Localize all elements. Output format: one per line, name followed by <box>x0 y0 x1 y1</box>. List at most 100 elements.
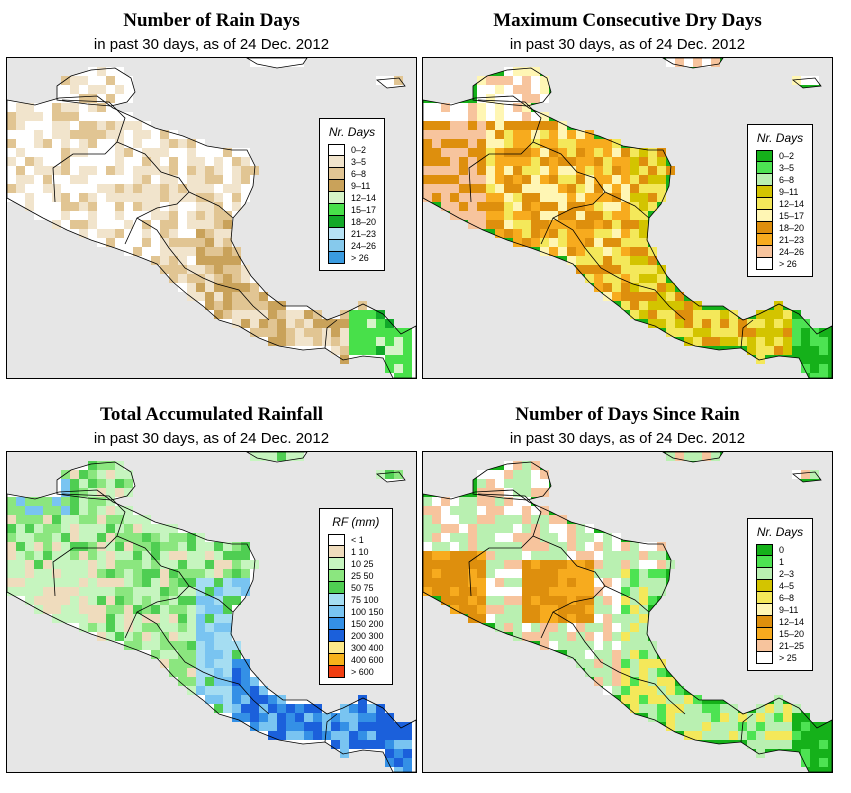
legend-label: < 1 <box>351 535 364 545</box>
legend-item: 15–17 <box>756 210 804 222</box>
legend-swatch <box>756 568 773 580</box>
legend-label: 21–25 <box>779 641 805 651</box>
legend-item: 75 100 <box>328 594 384 606</box>
legend-title: Nr. Days <box>328 125 376 139</box>
legend-item: 150 200 <box>328 618 384 630</box>
legend-swatch <box>756 258 773 270</box>
legend-label: 15–17 <box>779 211 805 221</box>
legend-label: 300 400 <box>351 643 384 653</box>
legend-label: > 25 <box>779 653 797 663</box>
country-border <box>324 713 338 743</box>
legend-label: 18–20 <box>351 217 377 227</box>
legend: Nr. Days 0 1 2–3 4–5 6–8 9–11 12–14 15–20 21–25 >… <box>747 518 814 671</box>
legend-label: 1 10 <box>351 547 369 557</box>
coastline <box>791 471 822 483</box>
legend-label: 12–14 <box>779 199 805 209</box>
legend-swatch <box>328 180 345 192</box>
legend-swatch <box>328 252 345 264</box>
legend-item: 12–14 <box>328 192 376 204</box>
legend-item: 2–3 <box>756 568 804 580</box>
legend-swatch <box>328 204 345 216</box>
legend-swatch <box>756 174 773 186</box>
legend-swatch <box>328 570 345 582</box>
legend-item: 21–25 <box>756 640 804 652</box>
legend-label: 24–26 <box>351 241 377 251</box>
grid-cells <box>7 452 412 772</box>
legend-swatch <box>328 594 345 606</box>
legend-label: 12–14 <box>779 617 805 627</box>
legend-item: > 26 <box>328 252 376 264</box>
panel-title: Maximum Consecutive Dry Days <box>493 10 762 31</box>
legend-item: 12–14 <box>756 198 804 210</box>
legend-swatch <box>328 630 345 642</box>
legend-label: 15–17 <box>351 205 377 215</box>
legend-rows: 0 1 2–3 4–5 6–8 9–11 12–14 15–20 21–25 > 25 <box>756 544 804 664</box>
legend-item: 400 600 <box>328 654 384 666</box>
legend-swatch <box>756 198 773 210</box>
legend-label: 0–2 <box>351 145 367 155</box>
map-days-since-rain: Nr. Days 0 1 2–3 4–5 6–8 9–11 12–14 15–20 21–25 >… <box>422 451 833 773</box>
coastline <box>56 461 136 501</box>
panel-title: Number of Rain Days <box>123 10 300 31</box>
panel-subtitle: in past 30 days, as of 24 Dec. 2012 <box>93 430 330 447</box>
legend-label: 10 25 <box>351 559 374 569</box>
legend-title: Nr. Days <box>756 525 804 539</box>
country-border <box>552 217 686 321</box>
legend-swatch <box>328 618 345 630</box>
legend-label: > 600 <box>351 667 374 677</box>
country-border <box>740 319 754 349</box>
country-border <box>52 99 126 203</box>
legend-item: 300 400 <box>328 642 384 654</box>
legend-item: 6–8 <box>756 592 804 604</box>
legend-label: 100 150 <box>351 607 384 617</box>
legend-swatch <box>328 168 345 180</box>
legend-swatch <box>756 234 773 246</box>
coastline <box>56 67 136 107</box>
legend-item: 0–2 <box>328 144 376 156</box>
legend-label: 200 300 <box>351 631 384 641</box>
coastline <box>246 58 308 69</box>
country-border <box>468 99 542 203</box>
coastline <box>423 95 832 378</box>
legend-swatch <box>756 544 773 556</box>
legend-item: 9–11 <box>756 186 804 198</box>
legend-swatch <box>328 228 345 240</box>
legend-item: 24–26 <box>756 246 804 258</box>
legend-item: 18–20 <box>328 216 376 228</box>
legend-swatch <box>328 558 345 570</box>
legend-item: 18–20 <box>756 222 804 234</box>
legend-swatch <box>328 666 345 678</box>
legend-label: 6–8 <box>351 169 367 179</box>
map-layer <box>423 58 832 378</box>
legend-item: > 26 <box>756 258 804 270</box>
legend-swatch <box>328 534 345 546</box>
legend-swatch <box>328 192 345 204</box>
legend-item: 1 <box>756 556 804 568</box>
legend-label: 15–20 <box>779 629 805 639</box>
legend-item: 6–8 <box>328 168 376 180</box>
legend-rows: < 1 1 10 10 25 25 50 50 75 75 100 100 150 150 2… <box>328 534 384 678</box>
legend-swatch <box>328 144 345 156</box>
legend-label: 18–20 <box>779 223 805 233</box>
legend-item: 24–26 <box>328 240 376 252</box>
legend-swatch <box>328 546 345 558</box>
country-border <box>552 611 686 715</box>
legend-swatch <box>756 652 773 664</box>
legend-label: 9–11 <box>779 605 799 615</box>
legend-rows: 0–2 3–5 6–8 9–11 12–14 15–17 18–20 21–23 24–26 > … <box>756 150 804 270</box>
legend-item: > 600 <box>328 666 384 678</box>
legend-label: 4–5 <box>779 581 795 591</box>
legend-swatch <box>756 222 773 234</box>
legend-item: 100 150 <box>328 606 384 618</box>
legend-label: 0–2 <box>779 151 795 161</box>
country-border <box>604 191 650 219</box>
panel-subtitle: in past 30 days, as of 24 Dec. 2012 <box>509 36 746 53</box>
country-border <box>136 217 270 321</box>
legend-item: 0 <box>756 544 804 556</box>
panel-subtitle: in past 30 days, as of 24 Dec. 2012 <box>93 36 330 53</box>
legend-swatch <box>328 606 345 618</box>
legend-item: 10 25 <box>328 558 384 570</box>
map-layer <box>423 452 832 772</box>
country-border <box>740 713 754 743</box>
legend-label: 0 <box>779 545 785 555</box>
